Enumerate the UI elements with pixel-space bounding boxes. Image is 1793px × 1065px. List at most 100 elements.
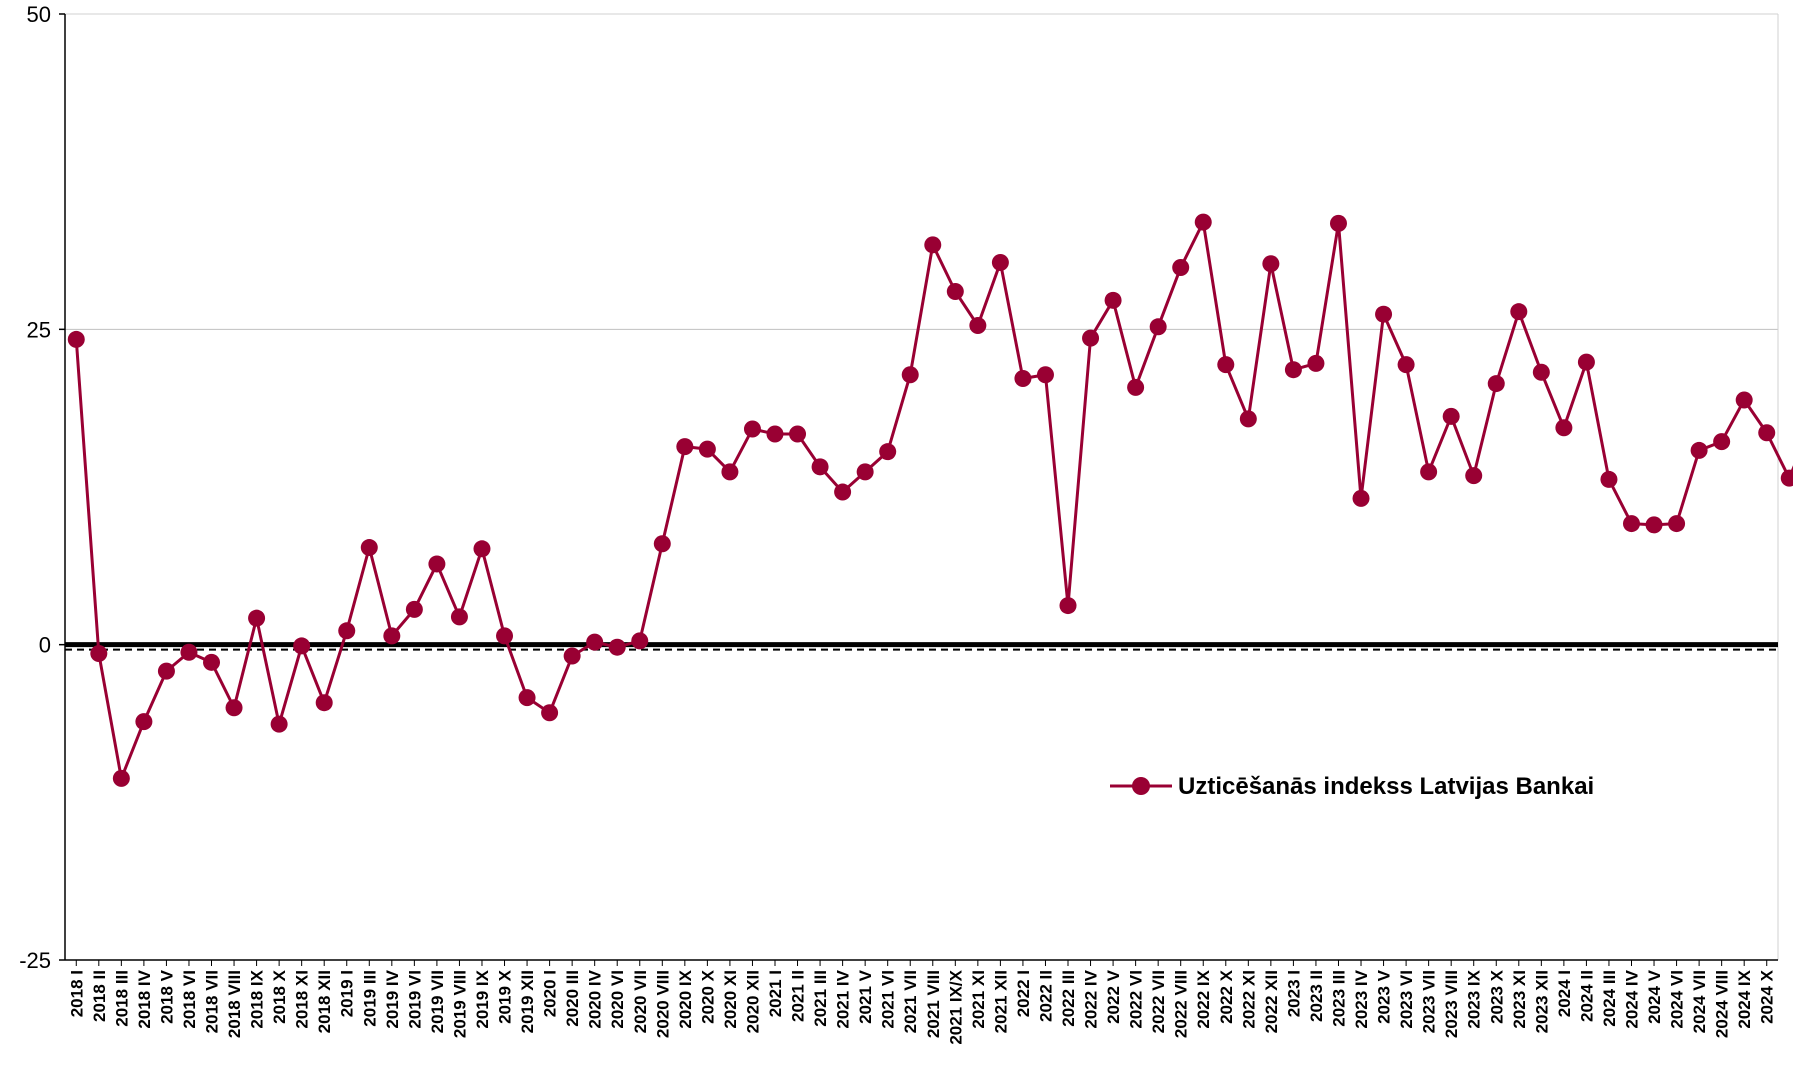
x-tick-label-65: 2023 XII [1532,970,1551,1033]
x-tick-label-52: 2022 XI [1239,970,1258,1029]
x-tick-label-30: 2020 XII [743,970,762,1033]
data-point-1 [90,644,108,662]
x-tick-label-12: 2019 I [338,970,357,1017]
data-point-8 [248,609,266,627]
x-tick-label-27: 2020 IX [676,969,695,1028]
x-tick-label-63: 2023 X [1487,969,1506,1024]
data-point-52 [1239,410,1257,428]
x-tick-label-67: 2024 II [1577,970,1596,1022]
data-point-76 [1780,469,1793,487]
data-point-60 [1420,463,1438,481]
legend: Uzticēšanās indekss Latvijas Bankai [1110,773,1594,800]
x-tick-label-9: 2018 X [270,969,289,1024]
data-point-23 [586,633,604,651]
x-tick-label-11: 2018 XII [315,970,334,1033]
x-tick-label-57: 2023 IV [1352,969,1371,1028]
series-line-group [67,213,1793,787]
data-point-14 [383,627,401,645]
data-point-10 [293,637,311,655]
data-point-17 [450,608,468,626]
x-tick-label-22: 2020 III [563,970,582,1027]
y-tick-label-1: 25 [27,317,51,342]
data-point-75 [1758,424,1776,442]
x-tick-label-5: 2018 VI [180,970,199,1029]
x-tick-label-72: 2024 VII [1690,970,1709,1033]
x-tick-label-70: 2024 V [1645,969,1664,1024]
x-tick-label-24: 2020 VI [608,970,627,1029]
x-tick-label-20: 2019 XII [518,970,537,1033]
x-tick-label-37: 2021 VII [901,970,920,1033]
data-point-67 [1577,353,1595,371]
data-point-71 [1668,515,1686,533]
x-tick-label-14: 2019 IV [383,969,402,1028]
data-point-72 [1690,441,1708,459]
data-point-3 [135,713,153,731]
x-tick-label-46: 2022 V [1104,969,1123,1024]
data-point-9 [270,715,288,733]
x-tick-label-38: 2021 VIII [924,970,943,1038]
data-point-46 [1104,291,1122,309]
data-point-20 [518,689,536,707]
data-point-0 [67,330,85,348]
data-point-65 [1532,363,1550,381]
data-point-2 [112,769,130,787]
x-tick-label-61: 2023 VIII [1442,970,1461,1038]
x-tick-label-64: 2023 XI [1510,970,1529,1029]
x-tick-label-6: 2018 VII [203,970,222,1033]
data-point-54 [1284,361,1302,379]
data-point-21 [541,704,559,722]
x-tick-label-10: 2018 XI [293,970,312,1029]
x-tick-label-75: 2024 X [1758,969,1777,1024]
x-tick-label-1: 2018 II [90,970,109,1022]
data-point-13 [360,539,378,557]
data-point-70 [1645,516,1663,534]
x-tick-label-47: 2022 VI [1127,970,1146,1029]
x-tick-label-73: 2024 VIII [1713,970,1732,1038]
x-tick-label-2: 2018 III [112,970,131,1027]
y-axis: 50 25 0 -25 [19,2,66,973]
data-point-41 [991,253,1009,271]
data-point-66 [1555,419,1573,437]
data-point-31 [766,425,784,443]
x-tick-label-51: 2022 X [1217,969,1236,1024]
x-tick-label-40: 2021 XI [969,970,988,1029]
legend-point-marker [1132,777,1150,795]
data-point-59 [1397,356,1415,374]
data-point-68 [1600,470,1618,488]
data-point-34 [834,483,852,501]
x-tick-label-34: 2021 IV [834,969,853,1028]
x-tick-label-23: 2020 IV [586,969,605,1028]
data-point-35 [856,463,874,481]
x-tick-label-56: 2023 III [1329,970,1348,1027]
data-point-56 [1329,214,1347,232]
data-point-22 [563,647,581,665]
data-point-48 [1149,318,1167,336]
data-point-5 [180,643,198,661]
x-tick-label-42: 2022 I [1014,970,1033,1017]
x-tick-label-0: 2018 I [67,970,86,1017]
x-tick-label-8: 2018 IX [248,969,267,1028]
data-point-6 [203,653,221,671]
data-point-61 [1442,407,1460,425]
data-point-19 [496,627,514,645]
x-tick-label-17: 2019 VIII [450,970,469,1038]
data-point-64 [1510,303,1528,321]
data-point-7 [225,699,243,717]
x-tick-label-55: 2023 II [1307,970,1326,1022]
y-tick-label-3: -25 [19,948,51,973]
data-point-27 [676,438,694,456]
data-point-38 [924,236,942,254]
data-point-26 [653,535,671,553]
x-tick-label-35: 2021 V [856,969,875,1024]
x-tick-label-54: 2023 I [1284,970,1303,1017]
x-tick-label-18: 2019 IX [473,969,492,1028]
y-tick-label-0: 50 [27,2,51,27]
data-point-58 [1375,305,1393,323]
data-point-42 [1014,370,1032,388]
x-tick-label-29: 2020 XI [721,970,740,1029]
x-tick-label-33: 2021 III [811,970,830,1027]
x-tick-label-43: 2022 II [1036,970,1055,1022]
data-point-33 [811,458,829,476]
y-tick-label-2: 0 [39,633,51,658]
